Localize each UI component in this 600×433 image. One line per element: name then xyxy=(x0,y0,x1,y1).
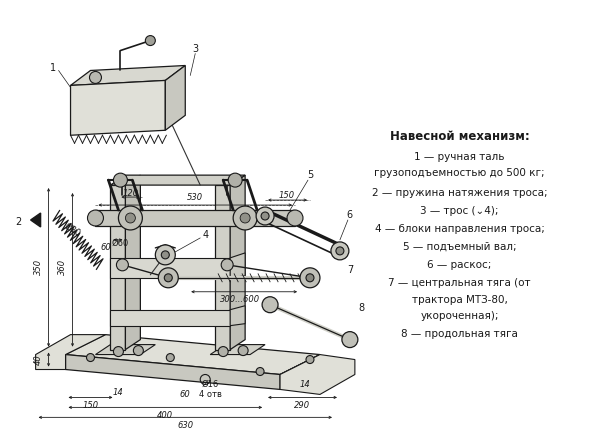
Circle shape xyxy=(256,207,274,225)
Polygon shape xyxy=(230,175,245,349)
Text: 3: 3 xyxy=(192,44,199,54)
Polygon shape xyxy=(110,310,230,326)
Circle shape xyxy=(218,346,228,356)
Text: 8 — продольная тяга: 8 — продольная тяга xyxy=(401,329,518,339)
Circle shape xyxy=(256,368,264,375)
Circle shape xyxy=(155,245,175,265)
Polygon shape xyxy=(166,65,185,130)
Polygon shape xyxy=(110,175,245,185)
Polygon shape xyxy=(210,345,265,355)
Polygon shape xyxy=(71,65,185,85)
Circle shape xyxy=(113,346,124,356)
Polygon shape xyxy=(31,213,41,227)
Polygon shape xyxy=(280,355,355,394)
Circle shape xyxy=(233,206,257,230)
Circle shape xyxy=(86,354,94,362)
Circle shape xyxy=(113,173,127,187)
Text: укороченная);: укороченная); xyxy=(421,311,499,321)
Text: 360: 360 xyxy=(58,259,67,275)
Text: 60: 60 xyxy=(180,390,191,399)
Text: 14: 14 xyxy=(113,388,124,397)
Text: 6 — раскос;: 6 — раскос; xyxy=(427,260,492,270)
Text: 4 отв: 4 отв xyxy=(199,390,221,399)
Polygon shape xyxy=(110,258,230,278)
Text: 4: 4 xyxy=(202,230,208,240)
Polygon shape xyxy=(110,185,125,349)
Polygon shape xyxy=(65,355,280,389)
Text: грузоподъемностью до 500 кг;: грузоподъемностью до 500 кг; xyxy=(374,168,545,178)
Polygon shape xyxy=(125,175,140,349)
Text: 1 — ручная таль: 1 — ручная таль xyxy=(415,152,505,162)
Circle shape xyxy=(118,206,142,230)
Circle shape xyxy=(125,213,136,223)
Circle shape xyxy=(238,346,248,355)
Text: 2: 2 xyxy=(16,217,22,227)
Text: 630: 630 xyxy=(177,421,193,430)
Text: 150: 150 xyxy=(82,401,98,410)
Circle shape xyxy=(166,354,174,362)
Text: 400: 400 xyxy=(157,411,173,420)
Text: трактора МТЗ-80,: трактора МТЗ-80, xyxy=(412,295,508,305)
Circle shape xyxy=(261,212,269,220)
Circle shape xyxy=(164,274,172,282)
Text: 7 — центральная тяга (от: 7 — центральная тяга (от xyxy=(388,278,531,288)
Text: 14: 14 xyxy=(299,380,310,389)
Text: 530: 530 xyxy=(187,193,203,202)
Text: 350: 350 xyxy=(34,259,43,275)
Circle shape xyxy=(89,71,101,84)
Circle shape xyxy=(342,332,358,348)
Text: Ø30: Ø30 xyxy=(63,222,82,238)
Polygon shape xyxy=(215,185,230,349)
Circle shape xyxy=(161,251,169,259)
Polygon shape xyxy=(280,355,330,375)
Text: 5: 5 xyxy=(307,170,313,180)
Circle shape xyxy=(158,268,178,288)
Text: 150: 150 xyxy=(279,191,295,200)
Text: 1: 1 xyxy=(50,64,56,74)
Text: 290: 290 xyxy=(294,401,310,410)
Text: 40: 40 xyxy=(34,354,43,365)
Polygon shape xyxy=(95,210,295,226)
Polygon shape xyxy=(35,335,106,369)
Circle shape xyxy=(262,297,278,313)
Circle shape xyxy=(221,259,233,271)
Polygon shape xyxy=(95,345,155,355)
Circle shape xyxy=(240,213,250,223)
Circle shape xyxy=(133,346,143,355)
Circle shape xyxy=(306,355,314,364)
Circle shape xyxy=(331,242,349,260)
Circle shape xyxy=(88,210,103,226)
Text: Ø16: Ø16 xyxy=(202,380,219,389)
Text: Навесной механизм:: Навесной механизм: xyxy=(390,130,530,143)
Text: 3 — трос (⌄4);: 3 — трос (⌄4); xyxy=(421,206,499,216)
Polygon shape xyxy=(65,335,320,375)
Polygon shape xyxy=(230,306,245,326)
Polygon shape xyxy=(230,253,245,278)
Text: 8: 8 xyxy=(359,303,365,313)
Circle shape xyxy=(336,247,344,255)
Circle shape xyxy=(287,210,303,226)
Text: 120: 120 xyxy=(122,189,139,197)
Text: 2 — пружина натяжения троса;: 2 — пружина натяжения троса; xyxy=(372,188,547,198)
Circle shape xyxy=(306,274,314,282)
Text: 60: 60 xyxy=(100,243,111,252)
Text: Ø60: Ø60 xyxy=(112,239,129,247)
Text: 300...600: 300...600 xyxy=(220,295,260,304)
Circle shape xyxy=(145,36,155,45)
Circle shape xyxy=(300,268,320,288)
Text: 5 — подъемный вал;: 5 — подъемный вал; xyxy=(403,242,517,252)
Polygon shape xyxy=(71,81,166,135)
Text: 4 — блоки направления троса;: 4 — блоки направления троса; xyxy=(374,224,545,234)
Text: 7: 7 xyxy=(347,265,353,275)
Text: 6: 6 xyxy=(347,210,353,220)
Circle shape xyxy=(116,259,128,271)
Circle shape xyxy=(228,173,242,187)
